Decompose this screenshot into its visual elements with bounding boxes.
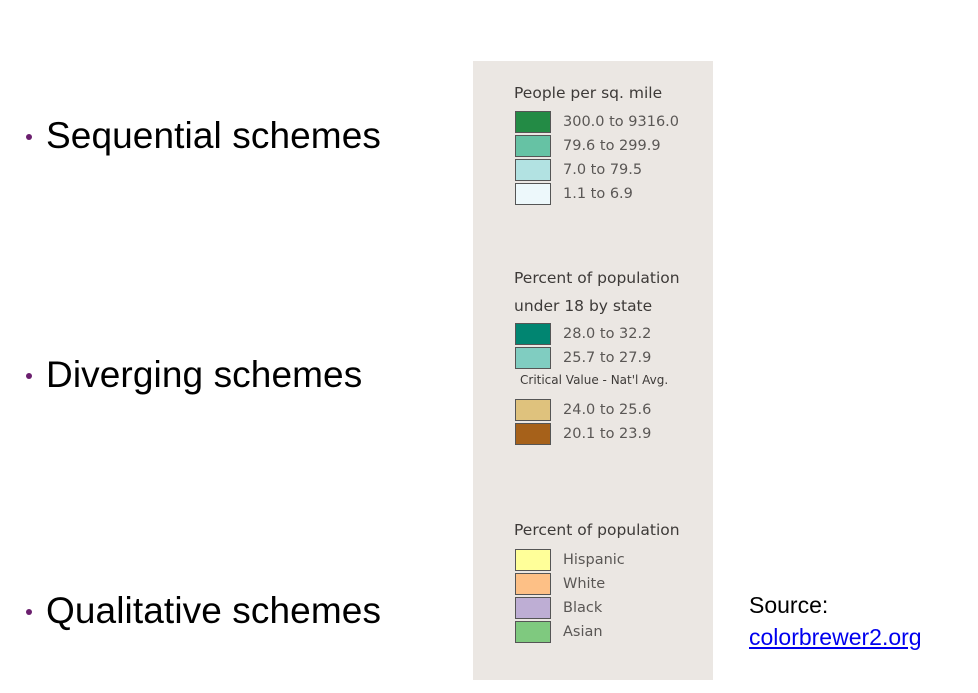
color-swatch (515, 111, 551, 133)
legend-item-label: 7.0 to 79.5 (563, 162, 643, 178)
sequential-legend-title: People per sq. mile (514, 84, 663, 102)
color-swatch (515, 159, 551, 181)
legend-item-label: Asian (563, 624, 603, 640)
qualitative-legend-title: Percent of population (514, 521, 680, 539)
bullet-dot-icon (26, 373, 32, 379)
color-swatch (515, 347, 551, 369)
diverging-legend-item: 24.0 to 25.6 (515, 398, 651, 422)
diverging-legend-title-line2: under 18 by state (514, 297, 653, 315)
legend-item-label: 25.7 to 27.9 (563, 350, 652, 366)
diverging-legend-item: 20.1 to 23.9 (515, 422, 651, 446)
qualitative-legend-item: Black (515, 596, 602, 620)
bullet-dot-icon (26, 134, 32, 140)
color-swatch (515, 323, 551, 345)
legend-item-label: 28.0 to 32.2 (563, 326, 652, 342)
source-label: Source: (749, 592, 829, 618)
bullet-text: Diverging schemes (46, 354, 363, 395)
sequential-legend-item: 300.0 to 9316.0 (515, 110, 679, 134)
qualitative-legend-item: Hispanic (515, 548, 625, 572)
color-swatch (515, 597, 551, 619)
legend-item-label: 1.1 to 6.9 (563, 186, 633, 202)
critical-value-note: Critical Value - Nat'l Avg. (520, 373, 669, 387)
legend-item-label: 24.0 to 25.6 (563, 402, 652, 418)
bullet-diverging: Diverging schemes (26, 353, 362, 397)
legend-item-label: Hispanic (563, 552, 625, 568)
sequential-legend-item: 79.6 to 299.9 (515, 134, 661, 158)
qualitative-legend-item: White (515, 572, 605, 596)
bullet-text: Sequential schemes (46, 115, 381, 156)
bullet-dot-icon (26, 609, 32, 615)
sequential-legend-item: 7.0 to 79.5 (515, 158, 642, 182)
diverging-legend-title-line1: Percent of population (514, 269, 680, 287)
diverging-legend-item: 25.7 to 27.9 (515, 346, 651, 370)
legend-item-label: 79.6 to 299.9 (563, 138, 661, 154)
bullet-text: Qualitative schemes (46, 590, 382, 631)
bullet-sequential: Sequential schemes (26, 114, 381, 158)
color-swatch (515, 183, 551, 205)
source-link[interactable]: colorbrewer2.org (749, 624, 922, 650)
legend-item-label: 20.1 to 23.9 (563, 426, 652, 442)
legend-item-label: Black (563, 600, 603, 616)
color-swatch (515, 549, 551, 571)
color-swatch (515, 399, 551, 421)
sequential-legend-item: 1.1 to 6.9 (515, 182, 633, 206)
qualitative-legend-item: Asian (515, 620, 603, 644)
legend-item-label: White (563, 576, 606, 592)
legend-panel: People per sq. mile 300.0 to 9316.0 79.6… (473, 61, 713, 680)
diverging-legend-item: 28.0 to 32.2 (515, 322, 651, 346)
color-swatch (515, 135, 551, 157)
bullet-qualitative: Qualitative schemes (26, 589, 381, 633)
color-swatch (515, 621, 551, 643)
color-swatch (515, 423, 551, 445)
legend-item-label: 300.0 to 9316.0 (563, 114, 680, 130)
color-swatch (515, 573, 551, 595)
